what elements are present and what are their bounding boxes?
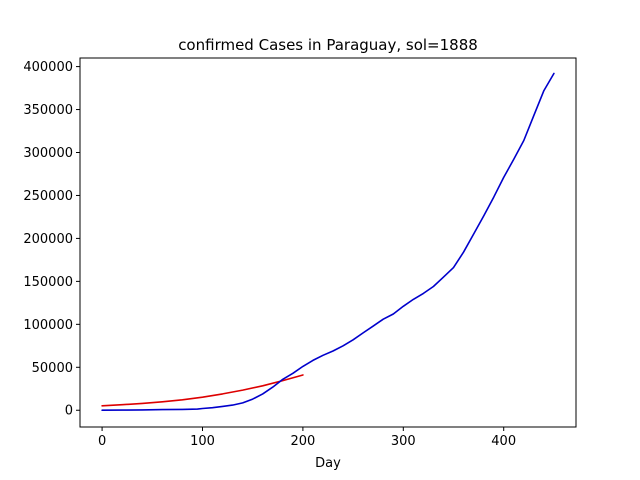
series-line-1 xyxy=(101,374,304,407)
x-tick-label: 100 xyxy=(190,434,215,449)
x-tick-label: 300 xyxy=(391,434,416,449)
y-tick-label: 100000 xyxy=(23,318,73,333)
y-tick-label: 0 xyxy=(65,404,73,419)
series-line-2 xyxy=(101,72,555,412)
y-tick-label: 350000 xyxy=(23,103,73,118)
y-tick-label: 150000 xyxy=(23,275,73,290)
x-tick-label: 400 xyxy=(491,434,516,449)
series-layer xyxy=(101,72,555,412)
y-tick-label: 50000 xyxy=(32,361,73,376)
chart-title: confirmed Cases in Paraguay, sol=1888 xyxy=(178,36,478,54)
plot-frame xyxy=(79,57,577,428)
x-axis-label: Day xyxy=(315,456,341,471)
x-tick-label: 200 xyxy=(290,434,315,449)
x-axis: 0 100 200 300 400 xyxy=(98,427,516,449)
x-tick-label: 0 xyxy=(98,434,106,449)
y-axis: 0 50000 100000 150000 200000 250000 300000 3500… xyxy=(23,60,80,419)
y-tick-label: 400000 xyxy=(23,60,73,75)
y-tick-label: 250000 xyxy=(23,189,73,204)
y-tick-label: 200000 xyxy=(23,232,73,247)
y-tick-label: 300000 xyxy=(23,146,73,161)
